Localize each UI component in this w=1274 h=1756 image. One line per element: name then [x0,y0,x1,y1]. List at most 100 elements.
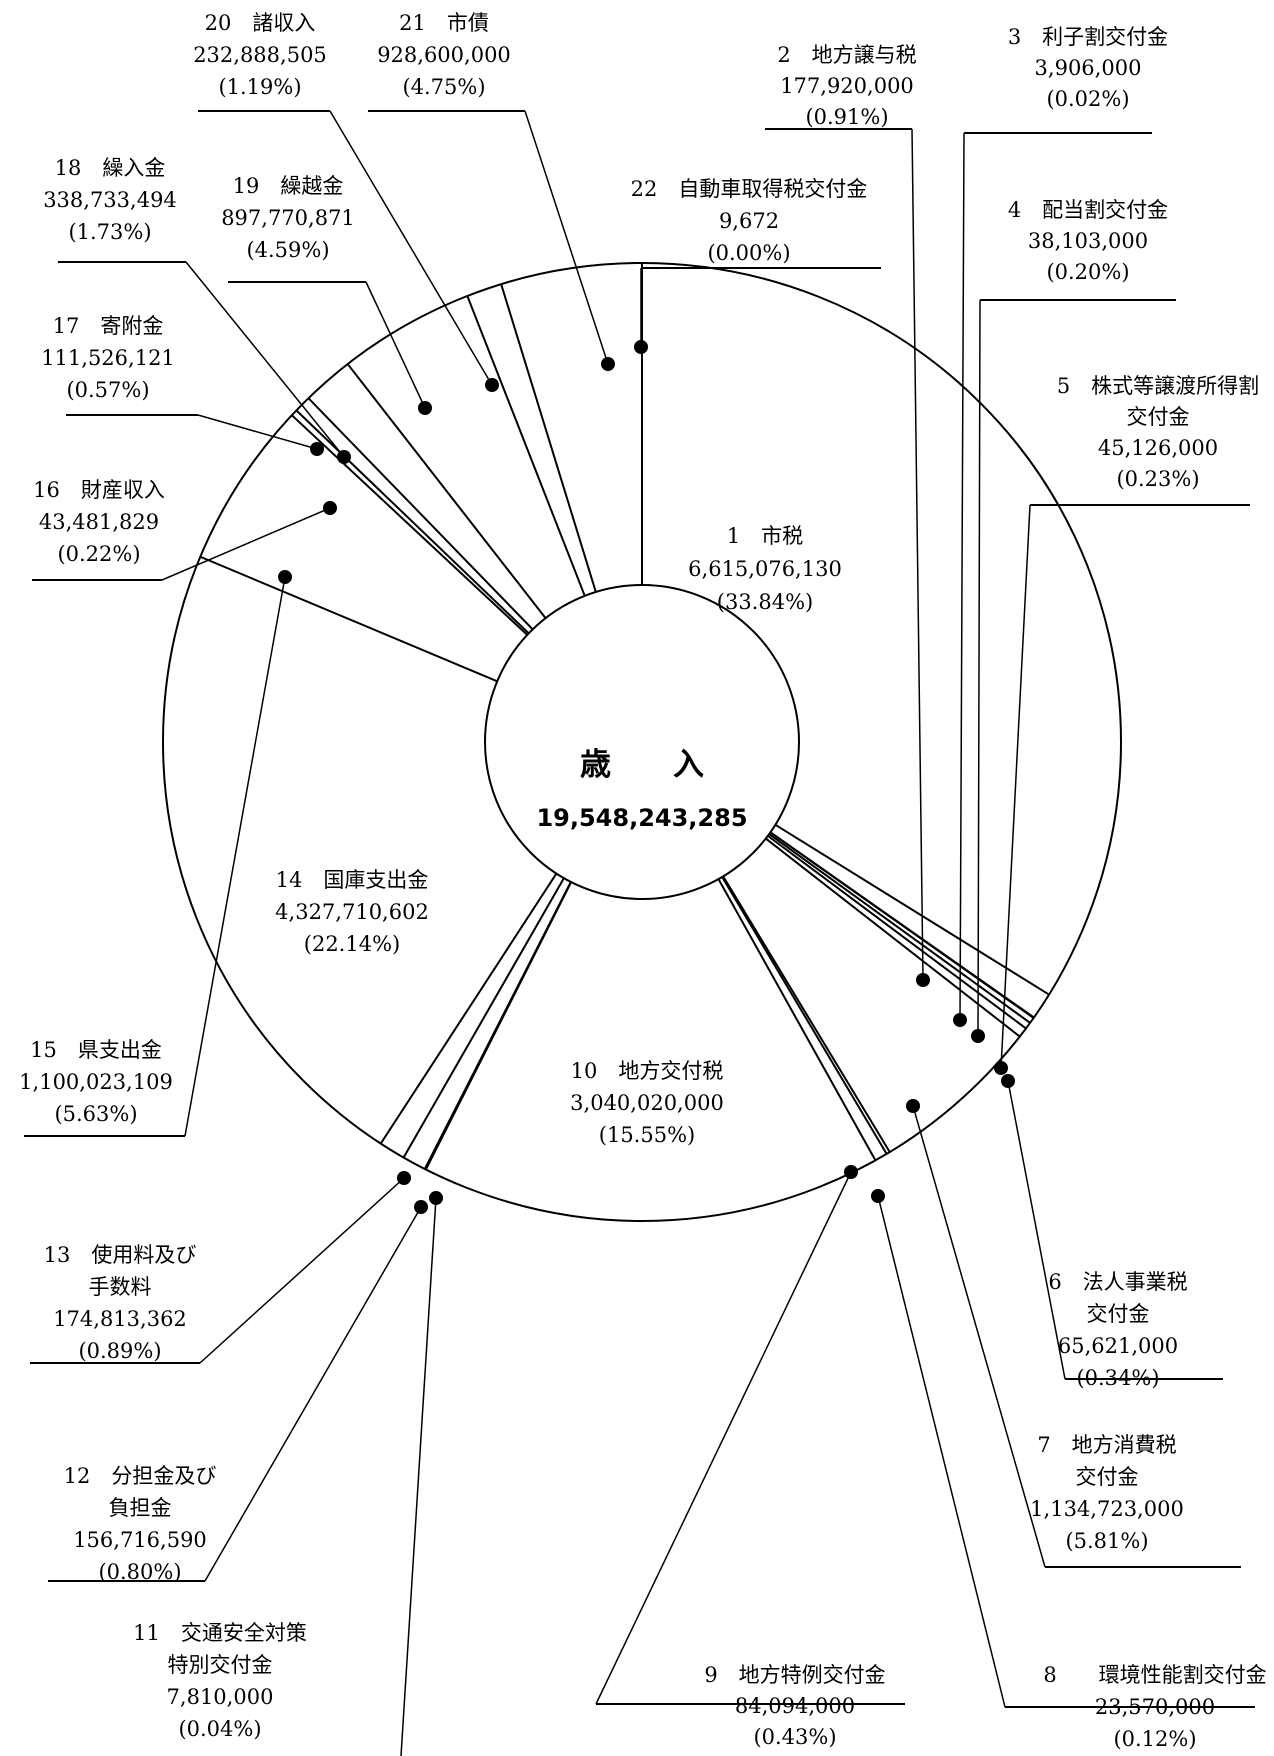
slice-label-line: (15.55%) [599,1123,695,1147]
slice-label-line: 7,810,000 [167,1685,274,1709]
leader-dot [953,1013,967,1027]
leader [24,570,292,1137]
slice-separator [307,397,534,631]
slice-label-line: 12 分担金及び [64,1464,217,1488]
slice-label-line: (0.43%) [753,1725,836,1749]
leader [634,267,881,354]
slice-label: 10 地方交付税 3,040,020,000 (15.55%) [570,1059,724,1147]
slice-label-line: 2 地方譲与税 [777,43,916,67]
slice-separator [500,283,597,593]
leader-line [1000,504,1031,1069]
slice-separator [346,363,547,619]
slice-label-line: 45,126,000 [1098,436,1218,460]
leader-line [197,414,318,450]
slice-separator [769,831,1035,1019]
leader-dot [397,1171,411,1185]
leader-line [184,576,286,1137]
slice-label-line: 4 配当割交付金 [1008,198,1168,222]
slice-label-line: 3,906,000 [1035,56,1142,80]
leader-dot [971,1029,985,1043]
leader [48,1200,428,1582]
leader [871,1189,1255,1708]
slice-label-line: 5 株式等譲渡所得割 [1057,374,1259,398]
slice-label-line: 交付金 [1127,405,1190,429]
slice-separator [721,876,888,1155]
leader-dot [278,570,292,584]
slice-separator [423,881,572,1170]
slice-label-line: 232,888,505 [193,43,327,67]
slice-label-line: 928,600,000 [377,43,511,67]
leader [32,501,337,581]
leader-line [400,1197,437,1756]
slice-label-line: 1,100,023,109 [19,1070,173,1094]
leader-dot [871,1189,885,1203]
leader [1001,1074,1223,1380]
leader-dot [916,973,930,987]
leader-line [912,1105,1046,1568]
slice-label-line: 8 環境性能割交付金 [1043,1663,1266,1687]
slice-separator [402,877,565,1158]
slice-label-line: 20 諸収入 [205,11,316,35]
slice-label-line: (22.14%) [304,932,400,956]
leader-line [204,1206,422,1582]
slice-label-line: 9,672 [719,209,779,233]
slice-label-line: 交付金 [1087,1302,1150,1326]
slice-label-line: (4.75%) [402,75,485,99]
leader-dot [634,340,648,354]
slice-label-line: (0.91%) [805,105,888,129]
slice-separator [295,409,530,635]
leader [198,110,499,392]
slice-label-line: 17 寄附金 [53,314,164,338]
slice-separator [767,835,1027,1030]
leader-line [595,1171,852,1705]
leader-line [877,1195,1006,1708]
slice-separator [199,555,498,683]
slice-label-line: 7 地方消費税 [1037,1433,1176,1457]
slice-label-line: 13 使用料及び [44,1243,197,1267]
slice-label-line: 手数料 [89,1275,152,1299]
slice-labels: 1 市税 6,615,076,130 (33.84%) 2 地方譲与税 177,920,… [19,11,1267,1751]
leader [595,1165,905,1705]
leader-line [959,132,965,1021]
leader-line [911,128,924,981]
slice-label-line: 65,621,000 [1058,1334,1178,1358]
slice-label-line: 84,094,000 [735,1694,855,1718]
slice-label-line: 負担金 [109,1496,172,1520]
leader-line [185,261,345,458]
slice-label: 15 県支出金 1,100,023,109 (5.63%) [19,1038,173,1126]
leader-line [1007,1080,1066,1380]
leader-line [329,110,493,386]
slice-label-line: 特別交付金 [168,1653,273,1677]
slice-label-line: 177,920,000 [780,74,914,98]
slice-label-line: (5.81%) [1065,1529,1148,1553]
slice-label-line: 14 国庫支出金 [276,868,429,892]
slice-label-line: (0.22%) [57,542,140,566]
slice-label-line: 交付金 [1076,1465,1139,1489]
slice-label: 1 市税 6,615,076,130 (33.84%) [688,524,842,614]
slice-label-line: 156,716,590 [73,1528,207,1552]
leader-lines [24,110,1255,1756]
slice-label-line: (0.80%) [98,1560,181,1584]
slice-separator [291,414,528,636]
slice-label-line: 174,813,362 [53,1307,187,1331]
slice-label-line: (0.04%) [178,1717,261,1741]
leader [30,1171,411,1364]
center-total: 19,548,243,285 [536,804,747,832]
center-hole [484,584,800,900]
leader [368,110,615,371]
slice-label: 3 利子割交付金 3,906,000 (0.02%) [1008,25,1168,111]
leader-dot [485,378,499,392]
slice-label-line: 38,103,000 [1028,229,1148,253]
slice-separator [717,878,877,1161]
leader-dot [418,401,432,415]
slice-label-line: 3,040,020,000 [570,1091,724,1115]
slice-label-line: 43,481,829 [39,510,159,534]
slice-separator [466,295,586,597]
slice-label-line: (0.34%) [1076,1366,1159,1390]
slice-label-line: 6 法人事業税 [1048,1270,1187,1294]
slice-label-line: (0.20%) [1046,260,1129,284]
leader-dot [844,1165,858,1179]
slice-label-line: 22 自動車取得税交付金 [631,177,868,201]
